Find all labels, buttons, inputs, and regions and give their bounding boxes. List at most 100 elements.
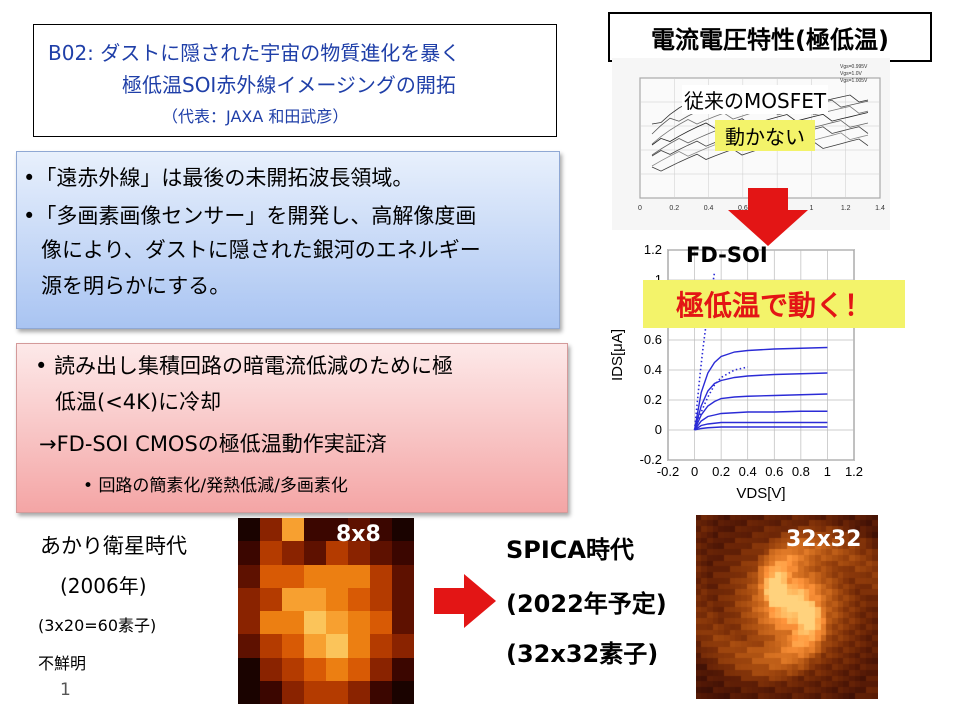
y-tick-label: 0.4 [644,362,662,377]
pixel-cell [370,587,392,611]
old-legend-entry: Vgs=1.005V [840,78,868,84]
pixel-cell [260,518,282,542]
pixel-cell [326,564,348,588]
red-right-arrow-icon [434,574,496,632]
y-tick-label: -0.2 [640,452,662,467]
pixel-cell [326,634,348,658]
pixel-cell [260,680,282,704]
pixel-cell [348,541,370,565]
old-x-tick: 1.4 [875,205,885,212]
old-mosfet-label: 従来のMOSFET [682,85,829,114]
pixel-cell [260,634,282,658]
x-tick-label: 0.4 [739,464,757,479]
old-legend-entry: Vgs=1.0V [840,71,862,77]
x-tick-label: 0.8 [792,464,810,479]
bullet-cooling-line2: 低温(<4K)に冷却 [55,390,222,414]
pixel-cell [282,680,304,704]
x-tick-label: 0.2 [712,464,730,479]
pixel-cell [282,541,304,565]
pixel-cell [282,634,304,658]
pixel-cell [238,680,260,704]
pixel-cell [370,541,392,565]
bullet-sensor-line2: 像により、ダストに隠された銀河のエネルギー [41,238,481,262]
red-down-arrow-icon [728,188,808,250]
pixel-cell [392,611,414,635]
pixel-cell [304,541,326,565]
pixel-cell [392,541,414,565]
y-tick-label: 0 [655,422,662,437]
iv-curve [694,426,828,431]
pixel-cell [348,564,370,588]
image-label-8x8: 8x8 [336,522,381,547]
spica-year: (2022年予定) [506,590,667,618]
old-x-tick: 1.2 [841,205,851,212]
pixel-cell [326,541,348,565]
pixel-cell [260,541,282,565]
x-axis-label: VDS[V] [736,485,785,502]
bullet-cooling-line1: • 読み出し集積回路の暗電流低減のために極 [35,354,454,378]
pixel-cell [348,587,370,611]
pixel-cell [326,587,348,611]
pixel-cell [238,634,260,658]
title-line2: 極低温SOI赤外線イメージングの開拓 [122,73,456,97]
pixel-cell [304,657,326,681]
akari-clarity: 不鮮明 [38,654,87,673]
pixel-cell [304,611,326,635]
akari-pixels: (3x20=60素子) [38,616,157,635]
iv-curve [693,372,828,431]
pixel-cell [326,657,348,681]
spica-pixels: (32x32素子) [506,640,659,668]
y-tick-label: 1.2 [644,242,662,257]
bullet-sensor-line1: •「多画素画像センサー」を開発し、高解像度画 [23,204,477,228]
pixel-cell [282,611,304,635]
bullet-far-infrared: •「遠赤外線」は最後の未開拓波長領域。 [23,166,414,190]
pixel-cell [348,680,370,704]
pixel-cell [304,634,326,658]
title-representative: （代表：JAXA 和田武彦） [162,107,349,126]
bullet-sensor-line3: 源を明らかにする。 [41,274,231,298]
section-heading: 電流電圧特性(極低温) [608,12,932,62]
pixel-cell [282,564,304,588]
iv-curve [693,393,828,431]
image-label-32x32: 32x32 [786,527,862,552]
old-x-tick: 0.4 [704,205,714,212]
pixel-cell [392,634,414,658]
old-x-tick: 1 [809,205,813,212]
pixel-cell [238,518,260,542]
pixel-cell [304,564,326,588]
pixel-cell [260,611,282,635]
pixel-cell [370,518,392,542]
pixel-cell [392,657,414,681]
pixel-cell [326,680,348,704]
spica-label: SPICA時代 [506,536,634,564]
pixel-cell [238,564,260,588]
works-banner: 極低温で動く！ [643,280,905,328]
iv-curve [694,421,828,431]
old-legend-entry: Vgs=0.995V [840,64,868,70]
pixel-cell [238,657,260,681]
pixel-cell [304,518,326,542]
old-x-tick: 0 [638,205,642,212]
pixel-cell [392,587,414,611]
pixel-cell [238,611,260,635]
pixel-cell [260,564,282,588]
pixel-cell [282,657,304,681]
sub-bullet: • 回路の簡素化/発熱低減/多画素化 [83,476,348,496]
galaxy-image-8x8 [238,518,414,704]
pixel-cell [282,587,304,611]
fdsoi-iv-chart: -0.200.20.40.60.811.2-0.200.20.40.60.811… [609,242,863,502]
page-number: 1 [60,680,71,700]
y-tick-label: 1 [655,272,662,287]
iv-curve-dotted [693,366,748,431]
pixel-cell [282,518,304,542]
iv-curve [693,346,828,431]
pixel-cell [370,680,392,704]
x-tick-label: 1 [824,464,831,479]
pixel-cell [260,657,282,681]
x-tick-label: -0.2 [657,464,679,479]
arrow-line-fdsoi: →FD-SOI CMOSの極低温動作実証済 [39,432,387,456]
pixel-cell [392,564,414,588]
iv-curve-dotted [693,272,716,431]
blue-bullet-box: •「遠赤外線」は最後の未開拓波長領域。 •「多画素画像センサー」を開発し、高解像… [16,151,560,329]
x-tick-label: 0 [691,464,698,479]
